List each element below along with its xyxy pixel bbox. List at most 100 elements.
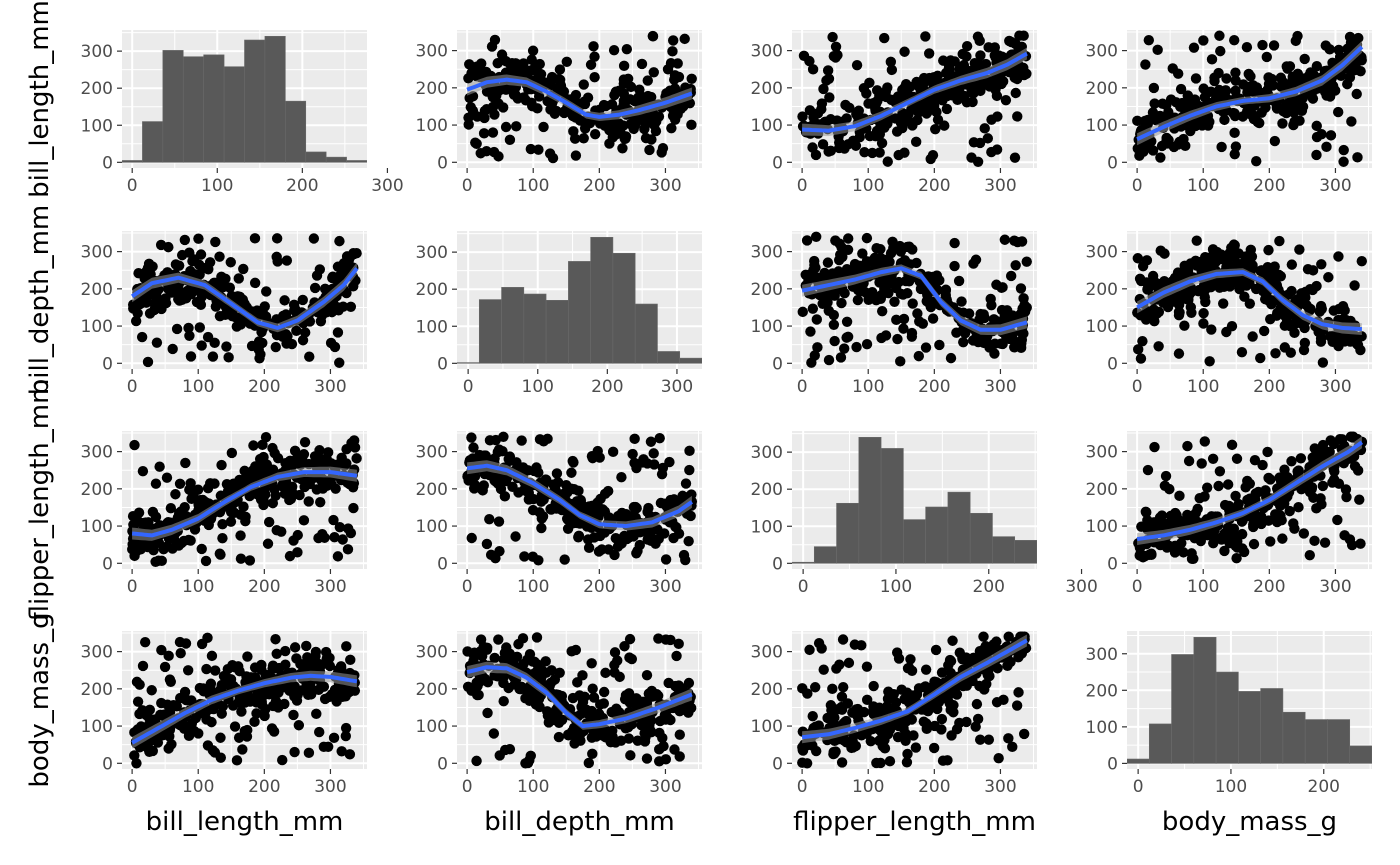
scatter-point — [342, 523, 354, 534]
x-tick-label: 100 — [182, 577, 214, 597]
y-tick-label: 200 — [1086, 480, 1118, 500]
histogram-bar — [1282, 711, 1306, 764]
scatter-point — [493, 634, 504, 645]
scatter-point — [214, 251, 225, 262]
panel-flipper_length_mm-vs-bill_depth_mm: 0 100 200 300 0 100 200 300 — [416, 431, 702, 597]
scatter-point — [583, 542, 595, 554]
scatter-point — [891, 314, 902, 326]
scatter-point — [488, 728, 500, 739]
scatter-point — [289, 746, 300, 758]
scatter-point — [1005, 270, 1017, 282]
scatter-point — [202, 740, 214, 751]
x-tick-label: 0 — [1133, 777, 1144, 797]
scatter-point — [608, 45, 620, 56]
scatter-point — [319, 283, 331, 295]
y-tick-label: 200 — [751, 480, 783, 500]
scatter-point — [640, 722, 652, 734]
scatter-point — [841, 316, 853, 327]
scatter-point — [263, 516, 275, 528]
scatter-point — [291, 653, 302, 664]
scatter-point — [1010, 260, 1021, 271]
scatter-point — [680, 554, 691, 566]
scatter-point — [576, 701, 587, 713]
scatter-point — [1316, 303, 1327, 315]
histogram-bar — [1304, 719, 1328, 764]
y-axis-title-bill_length_mm: bill_length_mm — [25, 0, 55, 198]
scatter-point — [587, 683, 598, 694]
scatter-point — [807, 64, 819, 75]
scatter-point — [215, 490, 227, 501]
scatter-point — [828, 309, 840, 321]
scatter-point — [587, 748, 598, 760]
scatter-point — [493, 98, 504, 109]
scatter-point — [805, 326, 816, 337]
scatter-point — [645, 436, 657, 447]
scatter-point — [543, 717, 555, 728]
histogram-bar — [305, 151, 327, 163]
scatter-point — [911, 77, 922, 88]
scatter-point — [618, 60, 630, 72]
plot-marks — [457, 237, 702, 364]
y-tick-label: 200 — [1086, 280, 1118, 300]
scatter-point — [983, 734, 995, 745]
scatter-point — [174, 636, 186, 648]
y-tick-label: 0 — [437, 554, 448, 574]
scatter-point — [656, 147, 667, 158]
scatter-point — [647, 110, 658, 121]
y-tick-label: 0 — [437, 153, 448, 173]
scatter-point — [494, 85, 505, 96]
scatter-point — [998, 694, 1009, 706]
scatter-point — [463, 112, 474, 123]
scatter-point — [137, 465, 149, 477]
scatter-point — [906, 327, 918, 339]
scatter-point — [673, 680, 684, 691]
y-tick-label: 200 — [81, 680, 113, 700]
scatter-point — [563, 730, 574, 741]
scatter-point — [906, 714, 918, 725]
scatter-point — [665, 634, 676, 646]
scatter-point — [496, 49, 508, 60]
scatter-point — [945, 55, 956, 66]
histogram-bar — [1193, 637, 1217, 764]
scatter-point — [333, 458, 345, 470]
x-tick-label: 200 — [1308, 777, 1340, 797]
scatter-point — [837, 251, 848, 263]
y-tick-label: 300 — [81, 42, 113, 62]
y-tick-label: 100 — [1086, 317, 1118, 337]
scatter-point — [631, 462, 642, 474]
scatter-point — [294, 489, 305, 501]
scatter-point — [342, 251, 353, 263]
y-tick-label: 300 — [416, 643, 448, 663]
scatter-point — [344, 749, 356, 760]
scatter-point — [922, 289, 933, 301]
scatter-point — [622, 73, 634, 84]
scatter-point — [974, 734, 986, 745]
scatter-point — [910, 136, 922, 148]
scatter-point — [1175, 83, 1187, 95]
scatter-point — [1279, 342, 1291, 353]
histogram-bar — [1349, 745, 1372, 764]
scatter-point — [1018, 328, 1029, 339]
scatter-point — [629, 433, 640, 445]
plot-marks — [463, 30, 697, 164]
x-axis-title-flipper_length_mm: flipper_length_mm — [793, 807, 1036, 837]
scatter-point — [1221, 73, 1232, 84]
scatter-point — [634, 539, 645, 551]
scatter-point — [576, 499, 587, 510]
scatter-point — [244, 555, 256, 566]
scatter-point — [238, 501, 249, 512]
scatter-point — [233, 732, 245, 743]
x-tick-label: 300 — [314, 377, 346, 397]
scatter-point — [484, 470, 495, 481]
plot-marks — [122, 36, 367, 163]
y-tick-label: 300 — [81, 643, 113, 663]
scatter-point — [1015, 283, 1027, 294]
scatter-point — [837, 634, 849, 645]
scatter-point — [944, 88, 956, 99]
scatter-point — [329, 531, 340, 543]
scatter-point — [846, 742, 857, 754]
scatter-point — [1317, 357, 1329, 368]
scatter-point — [841, 332, 852, 343]
scatter-point — [674, 729, 685, 740]
scatter-point — [1298, 73, 1309, 84]
